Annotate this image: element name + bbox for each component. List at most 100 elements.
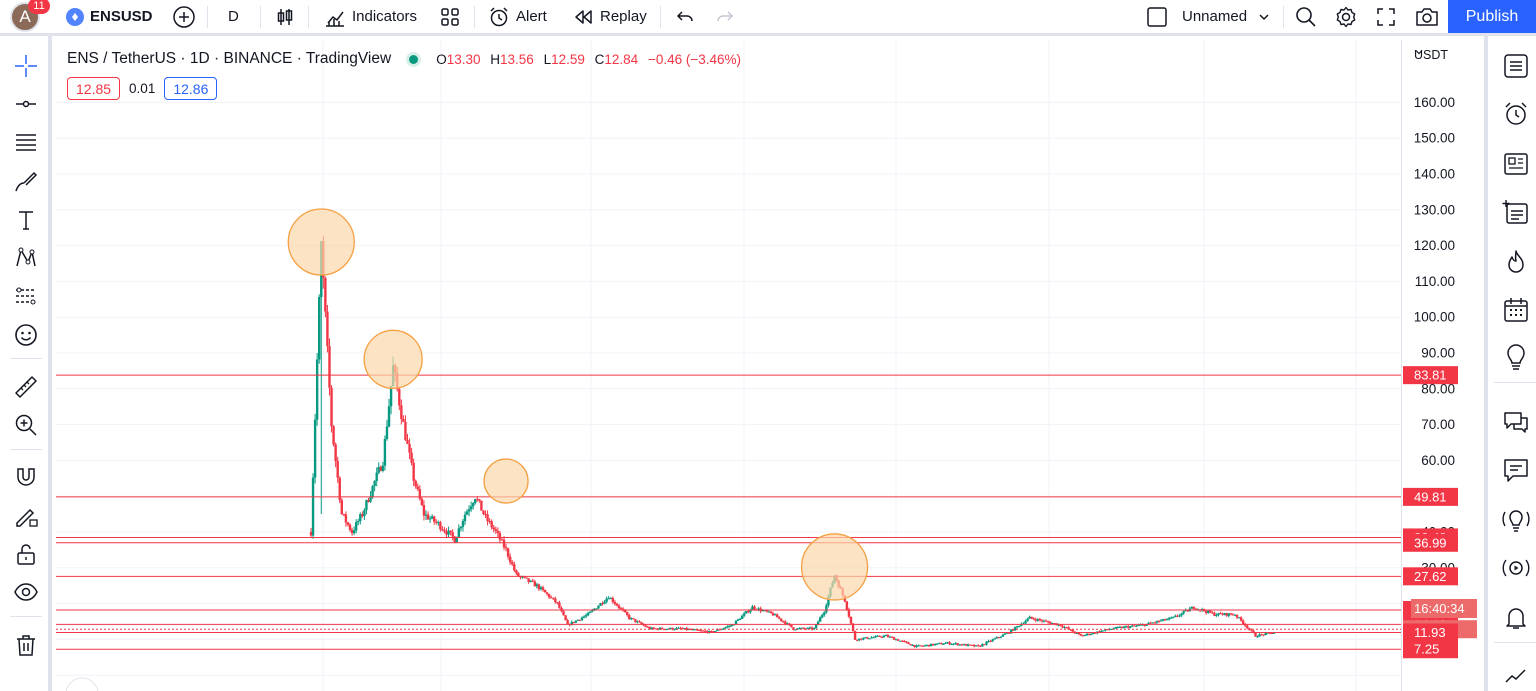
candle-body — [650, 627, 654, 630]
messages-button[interactable] — [1500, 454, 1532, 486]
candle-body — [1147, 622, 1150, 624]
emoji-tool[interactable] — [10, 319, 42, 351]
layout-checkbox[interactable] — [1146, 0, 1168, 33]
candle-body — [525, 577, 528, 579]
candle-body — [572, 621, 576, 623]
ideas-button[interactable] — [1500, 342, 1532, 374]
crosshair-tool[interactable] — [10, 50, 42, 82]
candle-body — [315, 359, 319, 420]
hotlists-button[interactable] — [1500, 246, 1532, 278]
undo-button[interactable] — [674, 0, 696, 33]
candle-body — [923, 645, 927, 647]
price-chart[interactable]: 160.00 150.00 140.00 130.00 120.00 110.00 100.… — [56, 40, 1484, 691]
candle-body — [432, 516, 436, 522]
candle-body — [1237, 617, 1241, 619]
zoom-tool[interactable] — [10, 409, 42, 441]
checkbox-icon — [1147, 6, 1167, 27]
watchlist-button[interactable] — [1500, 50, 1532, 82]
candle-body — [821, 614, 824, 618]
candle-body — [332, 426, 335, 445]
candle-body — [936, 643, 939, 645]
candle-body — [385, 426, 389, 439]
publish-button[interactable]: Publish — [1448, 0, 1536, 33]
candle-body — [1143, 624, 1146, 626]
snapshot-button[interactable] — [1414, 0, 1440, 33]
candle-body — [363, 510, 366, 517]
replay-button[interactable]: Replay — [572, 0, 647, 33]
candle-body — [352, 530, 356, 534]
candle-body — [1211, 612, 1214, 614]
candle-body — [451, 532, 454, 537]
candle-body — [849, 616, 853, 624]
notifications-button[interactable] — [1500, 602, 1532, 634]
chart-pane[interactable]: 160.00 150.00 140.00 130.00 120.00 110.00 100.… — [56, 40, 1484, 691]
compare-symbol-button[interactable] — [172, 0, 196, 33]
alerts-panel-button[interactable] — [1500, 98, 1532, 130]
candle-body — [827, 596, 830, 606]
chart-type-button[interactable] — [274, 0, 296, 33]
candle-body — [1256, 636, 1259, 638]
alert-label: Alert — [516, 8, 547, 25]
candle-body — [558, 602, 561, 608]
candle-body — [704, 630, 707, 632]
candle-body — [1252, 630, 1255, 633]
candle-body — [726, 626, 729, 628]
market-status-dot — [409, 54, 419, 64]
drawing-toolbar — [0, 36, 52, 691]
lock-drawing-tool[interactable] — [10, 500, 42, 532]
streams-button[interactable] — [1500, 504, 1532, 536]
prediction-tool[interactable] — [10, 280, 42, 312]
sell-price-button[interactable]: 12.85 — [67, 77, 121, 100]
news-button[interactable] — [1500, 148, 1532, 180]
candle-body — [792, 627, 795, 630]
plus-circle-icon — [173, 5, 195, 28]
fib-tool[interactable] — [10, 126, 42, 158]
trend-line-tool[interactable] — [10, 88, 42, 120]
pattern-tool[interactable] — [10, 242, 42, 274]
layout-name-button[interactable]: Unnamed — [1182, 0, 1271, 33]
text-tool[interactable] — [10, 204, 42, 236]
candle-body — [552, 597, 555, 599]
candle-body — [968, 644, 972, 646]
alert-button[interactable]: Alert — [488, 0, 547, 33]
fullscreen-button[interactable] — [1375, 0, 1397, 33]
live-button[interactable] — [1500, 552, 1532, 584]
indicators-button[interactable]: Indicators — [324, 0, 417, 33]
candle-body — [779, 618, 783, 621]
candle-body — [387, 406, 391, 427]
remove-drawings-tool[interactable] — [10, 629, 42, 661]
interval-button[interactable]: D — [228, 0, 239, 33]
chart-title: ENS / TetherUS · 1D · BINANCE · TradingV… — [67, 50, 392, 67]
candle-body — [570, 621, 573, 626]
currency-selector[interactable]: USDT — [1414, 48, 1448, 62]
symbol-label: ENSUSD — [90, 8, 153, 25]
calendar-button[interactable] — [1500, 294, 1532, 326]
candle-body — [1151, 622, 1155, 624]
search-button[interactable] — [1294, 0, 1318, 33]
candle-body — [874, 636, 877, 638]
chats-button[interactable] — [1500, 406, 1532, 438]
magnet-tool[interactable] — [10, 462, 42, 494]
candle-body — [740, 615, 744, 619]
candle-body — [408, 443, 411, 453]
hide-drawings-tool[interactable] — [10, 576, 42, 608]
candle-body — [490, 521, 493, 528]
brush-tool[interactable] — [10, 166, 42, 198]
expand-panel-button[interactable] — [1500, 658, 1532, 690]
ruler-tool[interactable] — [10, 371, 42, 403]
add-text-note-button[interactable] — [1500, 196, 1532, 228]
candle-body — [1135, 625, 1138, 627]
settings-button[interactable] — [1334, 0, 1358, 33]
pattern-icon — [16, 247, 36, 267]
symbol-search-button[interactable]: ENSUSD — [66, 0, 153, 33]
candle-body — [699, 630, 703, 632]
candle-body — [966, 644, 970, 646]
candle-body — [379, 466, 383, 471]
templates-button[interactable] — [440, 0, 460, 33]
candle-body — [334, 444, 337, 462]
candle-body — [911, 644, 914, 646]
buy-price-button[interactable]: 12.86 — [164, 77, 218, 100]
lock-all-tool[interactable] — [10, 538, 42, 570]
redo-button[interactable] — [714, 0, 736, 33]
candle-body — [574, 620, 578, 623]
